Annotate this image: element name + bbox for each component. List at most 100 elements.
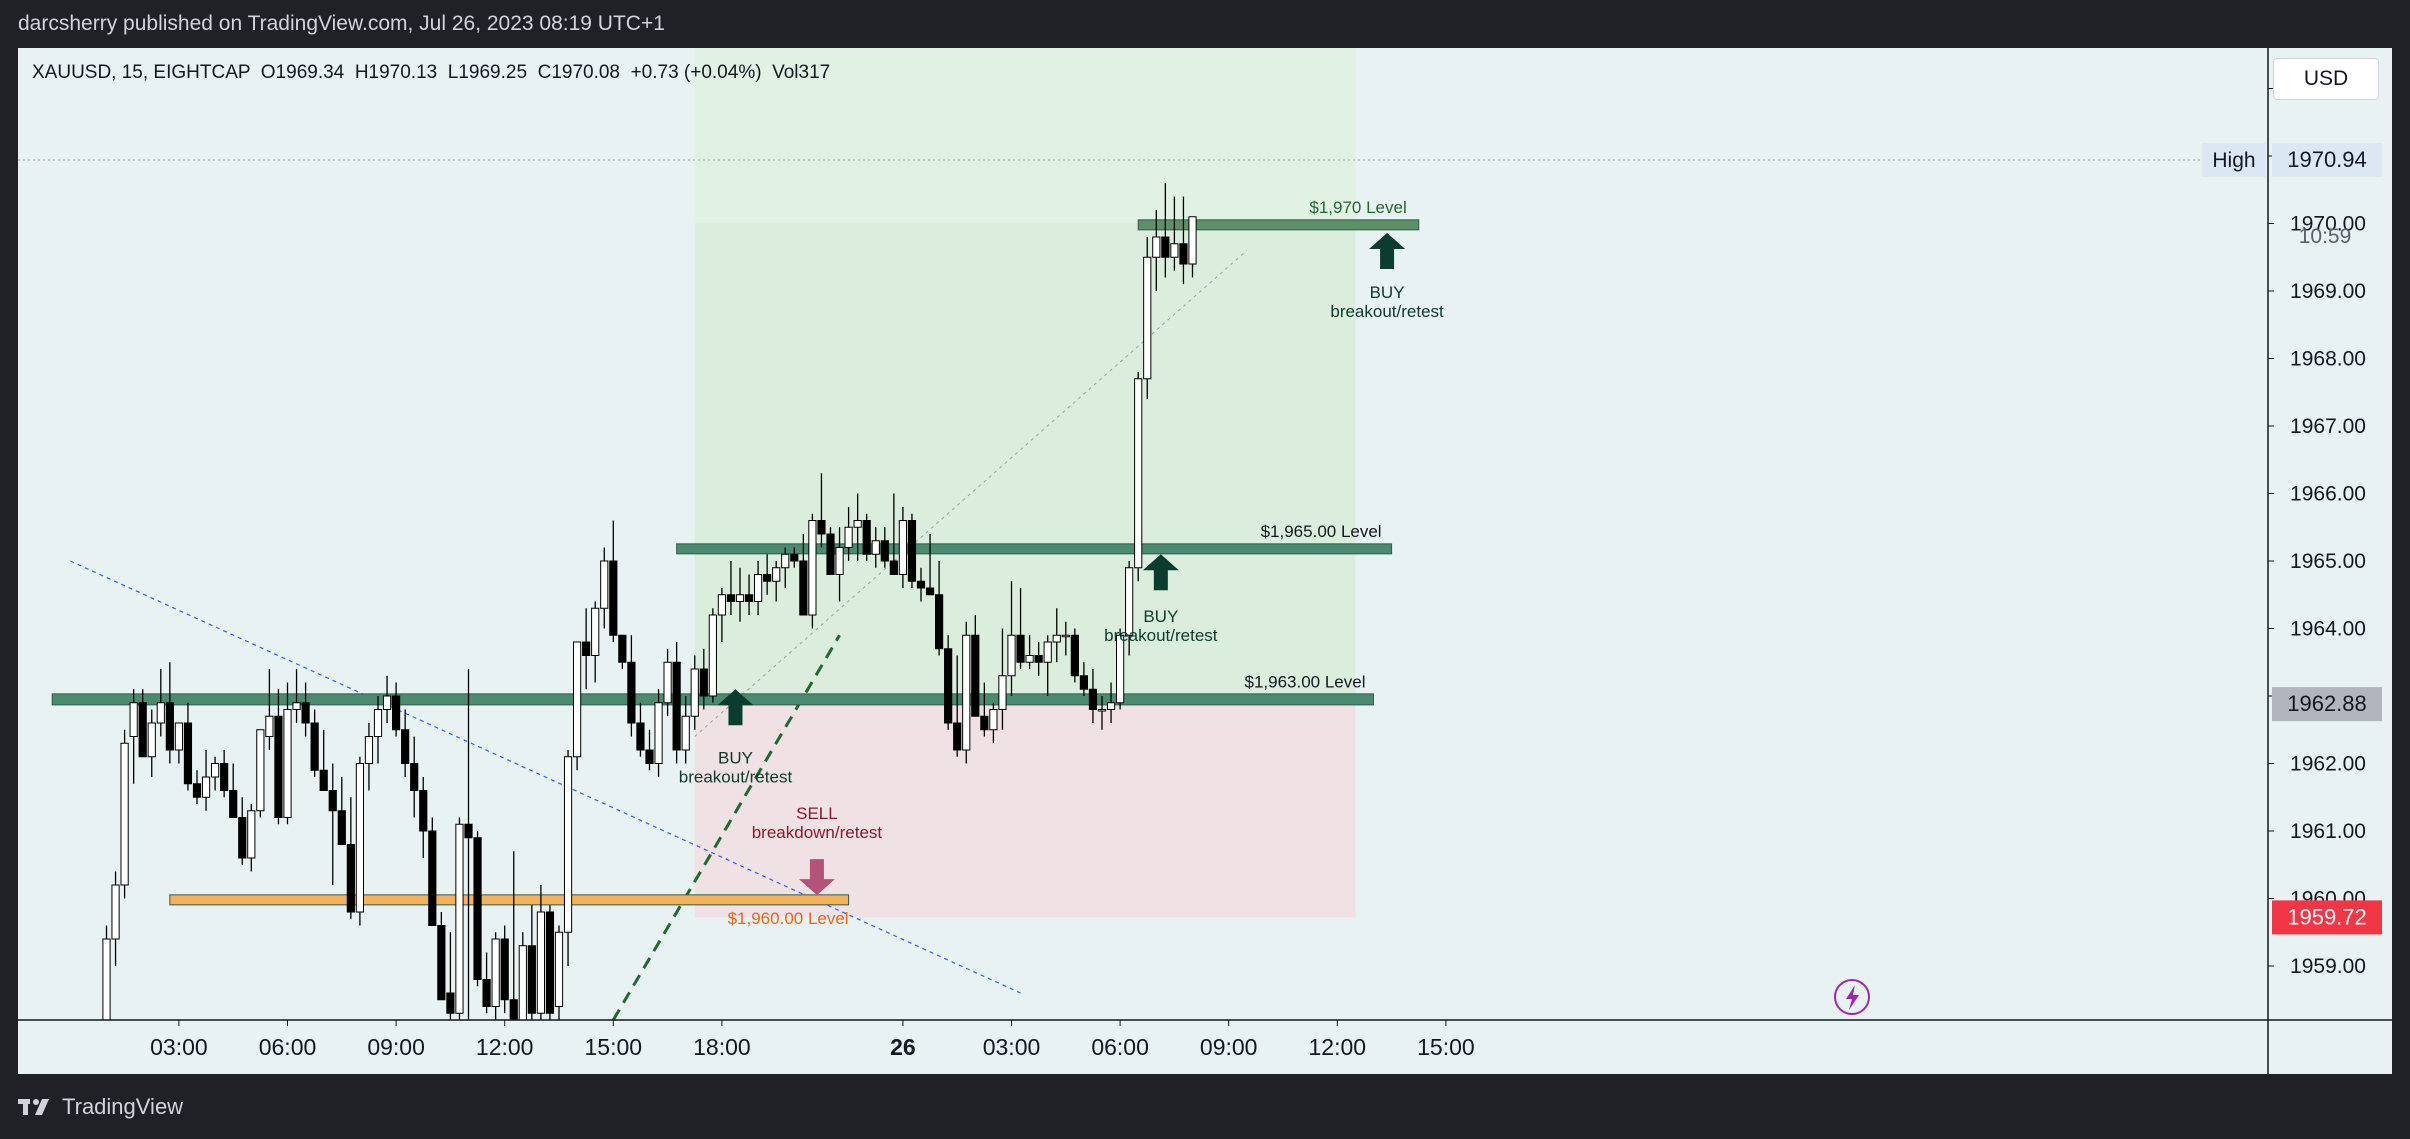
candle-body xyxy=(962,634,971,751)
candle-body xyxy=(1088,688,1098,710)
candle-body xyxy=(536,911,545,1014)
y-tick-label: 1964.00 xyxy=(2290,618,2366,641)
candle-body xyxy=(355,763,364,913)
candle-body xyxy=(573,641,582,758)
candle-body xyxy=(1106,702,1116,710)
candle-body xyxy=(808,520,817,616)
candle-body xyxy=(600,560,609,609)
candle-body xyxy=(419,790,428,832)
candle-body xyxy=(337,810,346,845)
x-tick-label: 12:00 xyxy=(1309,1034,1367,1060)
candle-body xyxy=(292,702,301,710)
lightning-icon xyxy=(1846,985,1859,1010)
candle-body xyxy=(174,722,184,751)
candle-body xyxy=(907,520,917,582)
candle-body xyxy=(111,884,120,940)
candle-body xyxy=(410,763,419,791)
signal-arrow xyxy=(1142,554,1179,591)
level-value-bg xyxy=(2272,687,2382,722)
tradingview-brand[interactable]: TradingView xyxy=(18,1094,183,1120)
candle-body xyxy=(1007,634,1016,677)
candle-body xyxy=(862,520,871,555)
level-band xyxy=(676,543,1393,555)
x-tick-label: 18:00 xyxy=(693,1034,751,1060)
plot-area xyxy=(18,48,2268,1020)
candle-body xyxy=(1161,236,1170,258)
candle-body xyxy=(238,817,247,859)
high-tag-bg xyxy=(2202,143,2266,178)
signal-type: SELL xyxy=(796,804,838,823)
brand-name: TradingView xyxy=(62,1094,184,1119)
legend-close: C1970.08 xyxy=(537,62,620,83)
y-tick-label: 1962.00 xyxy=(2290,753,2366,776)
candle-body xyxy=(1025,655,1034,663)
candle-body xyxy=(672,661,681,751)
candle-body xyxy=(980,715,989,731)
candle-body xyxy=(518,945,527,1020)
candle-body xyxy=(283,709,292,818)
signal-arrow xyxy=(1369,232,1406,269)
candle-body xyxy=(464,823,473,839)
legend-low: L1969.25 xyxy=(447,62,528,83)
bottom-bar xyxy=(0,1074,2410,1139)
candle-body xyxy=(437,925,446,1001)
candle-body xyxy=(428,830,437,926)
candle-body xyxy=(220,763,229,791)
candle-body xyxy=(717,594,726,616)
candle-body xyxy=(247,810,256,859)
candle-body xyxy=(129,702,138,737)
target-zone-upper xyxy=(694,48,1356,224)
level-label: $1,963.00 Level xyxy=(1245,672,1366,691)
candle-body xyxy=(998,675,1007,710)
candle-body xyxy=(744,594,754,602)
signal-arrow xyxy=(717,689,754,726)
candle-body xyxy=(500,938,509,1001)
candle-body xyxy=(527,945,536,1014)
candle-body xyxy=(726,594,736,602)
signal-text: breakout/retest xyxy=(1104,626,1218,645)
candle-body xyxy=(301,702,310,724)
candle-body xyxy=(473,837,482,980)
candle-body xyxy=(1134,378,1143,569)
candle-body xyxy=(935,594,944,650)
candle-body xyxy=(102,938,111,1020)
candle-body xyxy=(1043,641,1052,663)
candle-body xyxy=(265,715,274,737)
candle-body xyxy=(925,587,935,596)
candle-body xyxy=(826,533,835,575)
y-tick-label: 1967.00 xyxy=(2290,415,2366,438)
x-tick-label: 15:00 xyxy=(1417,1034,1475,1060)
y-tick-label: 1969.00 xyxy=(2290,280,2366,303)
candle-body xyxy=(455,823,464,1014)
blue-trendline xyxy=(70,560,1021,994)
candle-body xyxy=(1097,709,1107,712)
currency-button[interactable]: USD xyxy=(2273,58,2379,100)
legend-symbol: XAUUSD, 15, EIGHTCAP xyxy=(32,62,251,83)
candle-body xyxy=(735,594,745,602)
tradingview-logo-icon xyxy=(18,1099,49,1115)
alert-icon xyxy=(1834,979,1870,1015)
candle-body xyxy=(781,553,790,569)
top-bar: darcsherry published on TradingView.com,… xyxy=(0,0,2410,48)
high-tag-label: High xyxy=(2212,149,2255,172)
candle-body xyxy=(663,661,672,704)
high-value-label: 1970.94 xyxy=(2287,147,2367,172)
profit-zone xyxy=(694,223,1356,703)
x-tick-label: 03:00 xyxy=(983,1034,1041,1060)
candle-body xyxy=(754,574,763,602)
candle-body xyxy=(1179,243,1188,265)
x-tick-label: 12:00 xyxy=(476,1034,534,1060)
candle-body xyxy=(880,540,889,562)
candle-body xyxy=(763,574,772,582)
signal-text: breakout/retest xyxy=(1330,302,1444,321)
candle-body xyxy=(165,702,174,751)
candle-body xyxy=(654,702,663,764)
candle-body xyxy=(889,560,898,575)
candle-body xyxy=(699,668,708,697)
last-price-label: 1959.72 xyxy=(2287,904,2367,929)
signal-text: breakdown/retest xyxy=(752,823,883,842)
candle-body xyxy=(1143,256,1152,380)
x-tick-label: 09:00 xyxy=(1200,1034,1258,1060)
candle-body xyxy=(844,526,853,548)
